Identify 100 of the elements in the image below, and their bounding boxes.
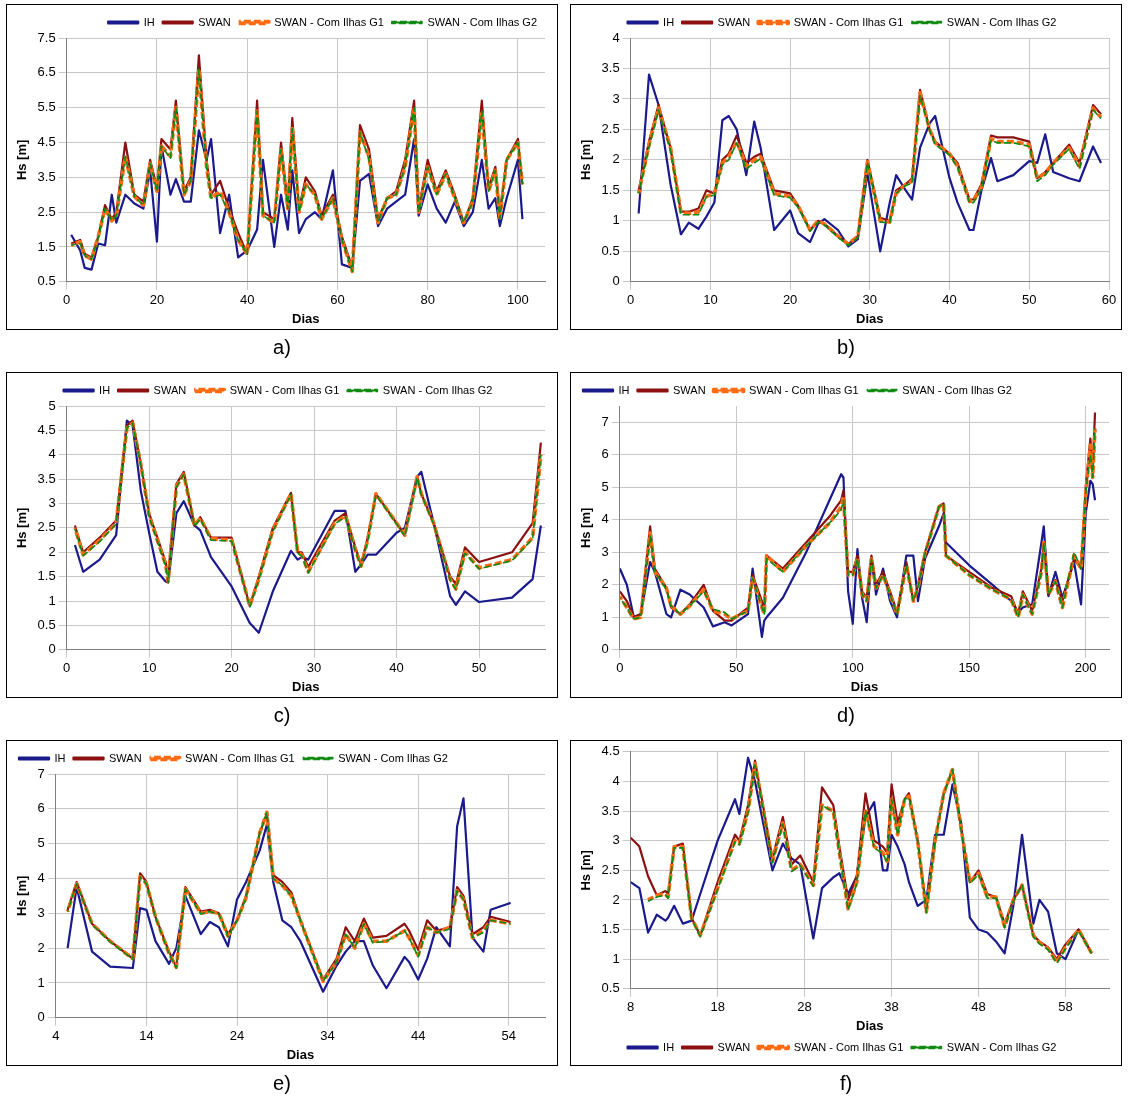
x-tick-label: 100 bbox=[841, 660, 864, 676]
y-tick-label: 4 bbox=[612, 29, 620, 45]
legend-label: SWAN bbox=[109, 751, 142, 764]
y-tick-label: 2 bbox=[612, 891, 620, 907]
legend-label: SWAN - Com Ilhas G1 bbox=[229, 383, 340, 396]
legend-label: IH bbox=[663, 1040, 675, 1053]
y-tick-label: 3 bbox=[601, 543, 609, 559]
x-tick-label: 18 bbox=[710, 999, 725, 1015]
x-tick-label: 30 bbox=[306, 660, 322, 676]
x-tick-label: 54 bbox=[501, 1028, 516, 1044]
x-axis-title: Dias bbox=[850, 678, 879, 694]
y-tick-label: 2.5 bbox=[37, 203, 56, 219]
y-tick-label: 0 bbox=[601, 641, 609, 657]
x-tick-label: 40 bbox=[389, 660, 404, 676]
y-tick-label: 1 bbox=[612, 950, 620, 966]
y-tick-label: 2.5 bbox=[601, 121, 620, 136]
y-tick-label: 6 bbox=[37, 800, 45, 816]
y-tick-label: 3 bbox=[37, 904, 45, 920]
y-tick-label: 4 bbox=[48, 446, 56, 462]
text: c) bbox=[273, 704, 291, 727]
legend-label: SWAN - Com Ilhas G2 bbox=[902, 383, 1012, 396]
text: b) bbox=[837, 336, 855, 359]
x-tick-label: 50 bbox=[471, 660, 487, 676]
x-tick-label: 0 bbox=[627, 292, 635, 308]
x-tick-label: 0 bbox=[63, 660, 71, 676]
y-tick-label: 0 bbox=[37, 1009, 45, 1025]
y-tick-label: 2 bbox=[48, 543, 56, 559]
x-tick-label: 50 bbox=[1022, 292, 1037, 308]
x-tick-label: 30 bbox=[862, 292, 878, 308]
y-tick-label: 7 bbox=[601, 413, 609, 429]
y-axis-title: Hs [m] bbox=[14, 139, 30, 181]
y-tick-label: 2 bbox=[612, 151, 620, 167]
x-tick-label: 150 bbox=[958, 660, 981, 676]
y-tick-label: 3.5 bbox=[37, 470, 56, 486]
x-tick-label: 20 bbox=[224, 660, 239, 676]
x-tick-label: 10 bbox=[703, 292, 718, 308]
legend-label: SWAN bbox=[673, 383, 706, 396]
legend-label: SWAN - Com Ilhas G1 bbox=[185, 751, 295, 764]
y-tick-label: 5.5 bbox=[37, 99, 56, 115]
x-axis-title: Dias bbox=[856, 310, 884, 326]
y-tick-label: 4 bbox=[612, 773, 620, 788]
y-axis-title: Hs [m] bbox=[578, 850, 594, 891]
y-tick-label: 7.5 bbox=[37, 29, 56, 45]
y-tick-label: 4.5 bbox=[37, 421, 56, 437]
legend-label: SWAN - Com Ilhas G1 bbox=[793, 1040, 904, 1053]
x-tick-label: 200 bbox=[1074, 660, 1097, 676]
x-tick-label: 20 bbox=[782, 292, 798, 308]
text: e) bbox=[273, 1072, 291, 1095]
legend-label: SWAN - Com Ilhas G2 bbox=[946, 15, 1057, 28]
y-tick-label: 5 bbox=[601, 478, 609, 494]
y-tick-label: 3.5 bbox=[601, 802, 620, 818]
legend-label: IH bbox=[54, 751, 66, 764]
legend-label: IH bbox=[143, 15, 155, 28]
legend-label: SWAN - Com Ilhas G2 bbox=[427, 15, 538, 28]
y-tick-label: 1.5 bbox=[601, 181, 620, 197]
text: a) bbox=[273, 336, 291, 359]
y-tick-label: 3.5 bbox=[601, 60, 620, 76]
legend-label: IH bbox=[618, 383, 630, 396]
y-tick-label: 0 bbox=[48, 641, 56, 657]
y-tick-label: 5 bbox=[48, 397, 56, 413]
y-tick-label: 1 bbox=[48, 592, 56, 608]
x-tick-label: 8 bbox=[627, 999, 635, 1015]
y-axis-title: Hs [m] bbox=[578, 507, 594, 549]
y-tick-label: 1.5 bbox=[37, 238, 56, 254]
y-tick-label: 3 bbox=[612, 90, 620, 106]
legend-label: SWAN bbox=[717, 1040, 751, 1053]
x-axis-title: Dias bbox=[856, 1017, 884, 1033]
legend-label: SWAN bbox=[198, 15, 231, 28]
x-tick-label: 20 bbox=[149, 292, 165, 308]
x-tick-label: 0 bbox=[63, 292, 71, 308]
y-tick-label: 3.5 bbox=[37, 168, 56, 184]
x-tick-label: 10 bbox=[141, 660, 157, 676]
y-tick-label: 0 bbox=[612, 273, 620, 289]
x-tick-label: 28 bbox=[797, 999, 812, 1015]
x-tick-label: 34 bbox=[320, 1028, 335, 1044]
x-axis-title: Dias bbox=[286, 1046, 315, 1062]
y-tick-label: 1.5 bbox=[37, 568, 56, 584]
x-axis-title: Dias bbox=[292, 310, 320, 326]
y-tick-label: 7 bbox=[37, 765, 45, 781]
y-tick-label: 1 bbox=[612, 212, 620, 228]
y-tick-label: 1 bbox=[37, 974, 45, 990]
legend-label: SWAN - Com Ilhas G2 bbox=[382, 383, 493, 396]
text: d) bbox=[837, 704, 855, 727]
y-tick-label: 2 bbox=[601, 576, 609, 592]
y-tick-label: 5 bbox=[37, 835, 45, 851]
x-tick-label: 58 bbox=[1058, 999, 1073, 1015]
x-tick-label: 40 bbox=[239, 292, 255, 308]
y-tick-label: 0.5 bbox=[601, 980, 620, 996]
y-tick-label: 6.5 bbox=[37, 64, 56, 80]
x-tick-label: 40 bbox=[942, 292, 957, 308]
y-tick-label: 4 bbox=[37, 870, 45, 886]
x-tick-label: 60 bbox=[330, 292, 345, 308]
y-axis-title: Hs [m] bbox=[14, 875, 30, 917]
y-tick-label: 4.5 bbox=[37, 134, 56, 150]
x-tick-label: 50 bbox=[729, 660, 744, 676]
y-tick-label: 6 bbox=[601, 446, 609, 462]
x-tick-label: 44 bbox=[410, 1028, 426, 1044]
y-tick-label: 3 bbox=[612, 832, 620, 848]
x-tick-label: 14 bbox=[139, 1028, 154, 1044]
y-tick-label: 1.5 bbox=[601, 921, 620, 937]
